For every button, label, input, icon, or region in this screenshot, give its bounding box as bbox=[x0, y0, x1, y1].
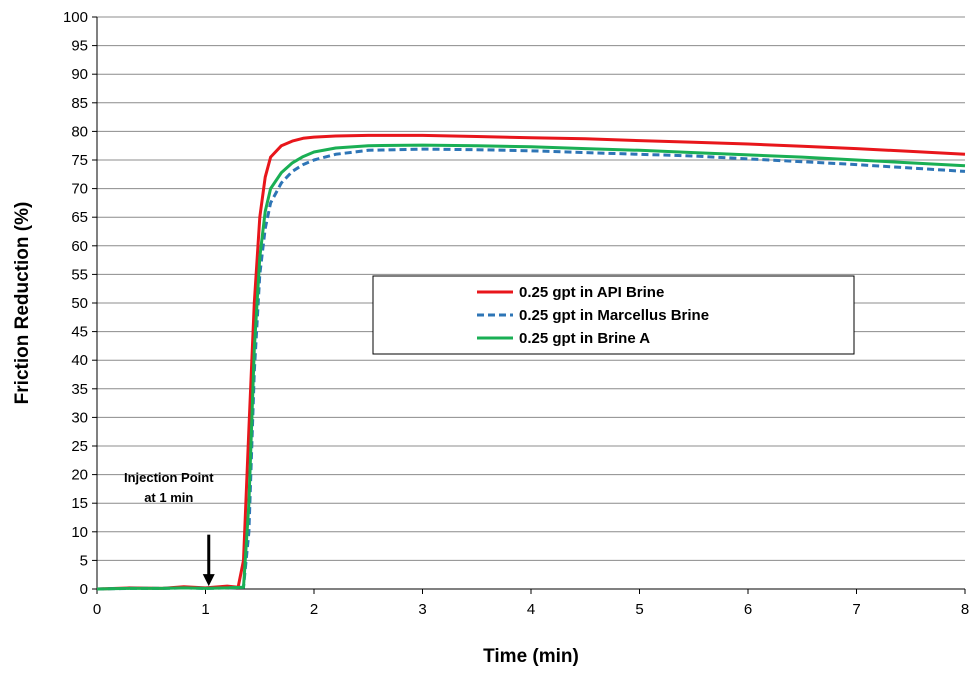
legend-box bbox=[372, 275, 855, 355]
x-tick-label: 1 bbox=[201, 601, 209, 618]
annotation-arrow-head bbox=[202, 574, 215, 587]
series-line-3 bbox=[96, 143, 966, 591]
y-tick-label: 100 bbox=[63, 9, 88, 26]
y-tick-label: 0 bbox=[80, 581, 88, 598]
series-line-1 bbox=[96, 133, 966, 591]
x-tick-label: 6 bbox=[744, 601, 752, 618]
y-tick-label: 25 bbox=[71, 438, 88, 455]
series-line-2 bbox=[96, 147, 966, 591]
x-tick-label: 5 bbox=[635, 601, 643, 618]
legend-label-2: 0.25 gpt in Marcellus Brine bbox=[519, 307, 709, 324]
x-tick-label: 0 bbox=[93, 601, 101, 618]
y-tick-label: 30 bbox=[71, 409, 88, 426]
x-axis-title: Time (min) bbox=[483, 646, 579, 667]
grid-lines bbox=[97, 16, 965, 590]
series-lines bbox=[96, 133, 966, 591]
y-tick-label: 55 bbox=[71, 266, 88, 283]
y-tick-label: 35 bbox=[71, 381, 88, 398]
y-tick-label: 90 bbox=[71, 66, 88, 83]
annotation-text: Injection Point bbox=[124, 470, 214, 485]
x-tick-label: 7 bbox=[852, 601, 860, 618]
y-tick-label: 45 bbox=[71, 324, 88, 341]
y-tick-label: 80 bbox=[71, 123, 88, 140]
y-tick-label: 10 bbox=[71, 524, 88, 541]
y-tick-labels: 0 5 10 15 20 25 30 35 40 45 50 55 60 65 70 75 80 85 90 95 10… bbox=[63, 9, 88, 598]
x-tick-label: 4 bbox=[527, 601, 535, 618]
annotation-text: at 1 min bbox=[144, 490, 193, 505]
y-axis-title: Friction Reduction (%) bbox=[12, 202, 33, 405]
y-tick-label: 60 bbox=[71, 238, 88, 255]
y-tick-label: 65 bbox=[71, 209, 88, 226]
y-tick-label: 20 bbox=[71, 467, 88, 484]
y-tick-label: 75 bbox=[71, 152, 88, 169]
x-tick-labels: 0 1 2 3 4 5 6 7 8 bbox=[93, 601, 969, 618]
axes bbox=[92, 16, 966, 594]
x-tick-label: 3 bbox=[418, 601, 426, 618]
legend: 0.25 gpt in API Brine 0.25 gpt in Marcell… bbox=[372, 275, 855, 355]
y-tick-label: 40 bbox=[71, 352, 88, 369]
injection-annotation: Injection Point at 1 min bbox=[124, 470, 215, 587]
y-tick-label: 95 bbox=[71, 38, 88, 55]
x-tick-label: 2 bbox=[310, 601, 318, 618]
legend-label-3: 0.25 gpt in Brine A bbox=[519, 330, 650, 347]
legend-label-1: 0.25 gpt in API Brine bbox=[519, 284, 664, 301]
y-tick-label: 15 bbox=[71, 495, 88, 512]
y-tick-label: 70 bbox=[71, 181, 88, 198]
y-tick-label: 85 bbox=[71, 95, 88, 112]
x-tick-label: 8 bbox=[961, 601, 969, 618]
y-tick-label: 50 bbox=[71, 295, 88, 312]
y-tick-label: 5 bbox=[80, 552, 88, 569]
